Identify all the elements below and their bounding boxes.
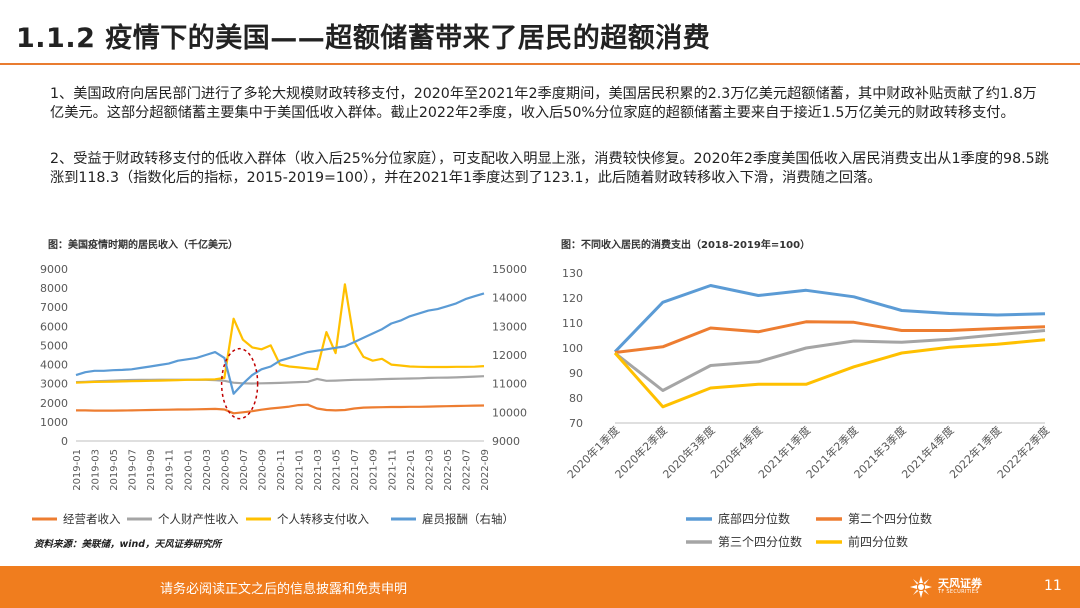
y-tick-label: 5000	[40, 339, 68, 352]
y2-tick-label: 11000	[492, 378, 527, 391]
x-tick-label: 2020-03	[202, 449, 213, 491]
legend-label: 雇员报酬（右轴）	[422, 512, 514, 526]
x-tick-label: 2022-01	[406, 449, 417, 491]
chart2-title: 图：不同收入居民的消费支出（2018-2019年=100）	[561, 240, 811, 251]
page-number: 11	[1044, 578, 1062, 594]
legend-label: 底部四分位数	[718, 511, 790, 526]
x-tick-label: 2020-09	[257, 449, 268, 491]
source-note: 资料来源：美联储，wind，天风证券研究所	[34, 539, 222, 550]
y-tick-label: 3000	[40, 378, 68, 391]
y-tick-label: 1000	[40, 416, 68, 429]
y-tick-label: 90	[569, 367, 583, 380]
series-line	[614, 329, 1046, 392]
title-divider	[0, 63, 1080, 65]
y2-tick-label: 13000	[492, 320, 527, 333]
y-tick-label: 130	[562, 267, 583, 280]
x-tick-label: 2020-05	[220, 449, 231, 491]
x-tick-label: 2019-03	[91, 449, 102, 491]
x-tick-label: 2021-01	[295, 449, 306, 491]
series-line	[613, 284, 1046, 353]
series-line	[75, 375, 485, 385]
series-line	[614, 320, 1046, 354]
y-tick-label: 100	[562, 342, 583, 355]
series-line	[75, 292, 485, 395]
y2-tick-label: 12000	[492, 349, 527, 362]
legend-label: 前四分位数	[848, 534, 908, 549]
y-tick-label: 6000	[40, 320, 68, 333]
x-tick-label: 2021-03	[313, 449, 324, 491]
x-tick-label: 2021-07	[350, 449, 361, 491]
legend-label: 经营者收入	[63, 512, 121, 526]
y-tick-label: 7000	[40, 301, 68, 314]
logo-text: 天风证券	[938, 577, 982, 590]
paragraph-2: 2、受益于财政转移支付的低收入群体（收入后25%分位家庭），可支配收入明显上涨，…	[50, 151, 1049, 186]
series-line	[75, 283, 485, 384]
x-tick-label: 2019-01	[72, 449, 83, 491]
legend-label: 个人财产性收入	[158, 512, 239, 526]
y2-tick-label: 15000	[492, 263, 527, 276]
y-tick-label: 70	[569, 417, 583, 430]
highlight-ellipse	[220, 347, 259, 420]
footer-bar: 请务必阅读正文之后的信息披露和免责申明 天风证券 TF SECURITIES 1…	[0, 566, 1080, 608]
x-tick-label: 2021-09	[369, 449, 380, 491]
income-chart: 0 1000 2000 3000 4000 5000 6000 7000 8000 9000 900…	[32, 263, 527, 526]
y2-tick-label: 14000	[492, 292, 527, 305]
legend-label: 第二个四分位数	[848, 511, 932, 526]
x-tick-label: 2019-07	[128, 449, 139, 491]
legend-label: 第三个四分位数	[718, 534, 802, 549]
y-tick-label: 9000	[40, 263, 68, 276]
y2-tick-label: 10000	[492, 406, 527, 419]
chart1-title: 图：美国疫情时期的居民收入（千亿美元）	[48, 240, 238, 251]
x-tick-label: 2020-11	[276, 449, 287, 491]
y-tick-label: 8000	[40, 282, 68, 295]
x-tick-label: 2020-01	[183, 449, 194, 491]
x-tick-label: 2022-03	[424, 449, 435, 491]
x-tick-label: 2022-07	[461, 449, 472, 491]
consumption-chart: 7080901001101201302020年1季度2020年2季度2020年3…	[562, 267, 1052, 549]
logo-emblem-icon	[910, 576, 932, 598]
x-tick-label: 2022-05	[443, 449, 454, 491]
x-tick-label: 2019-05	[109, 449, 120, 491]
y-tick-label: 2000	[40, 397, 68, 410]
x-tick-label: 2022-09	[480, 449, 491, 491]
legend-label: 个人转移支付收入	[277, 512, 369, 526]
y-tick-label: 4000	[40, 359, 68, 372]
series-line	[76, 403, 485, 415]
x-tick-label: 2019-09	[146, 449, 157, 491]
y-tick-label: 0	[61, 435, 68, 448]
y-tick-label: 80	[569, 392, 583, 405]
x-tick-label: 2020-07	[239, 449, 250, 491]
disclaimer-link[interactable]: 请务必阅读正文之后的信息披露和免责申明	[160, 582, 408, 597]
paragraph-1: 1、美国政府向居民部门进行了多轮大规模财政转移支付，2020年至2021年2季度…	[50, 86, 1037, 121]
y-tick-label: 120	[562, 292, 583, 305]
series-line	[613, 338, 1046, 409]
y-tick-label: 110	[562, 317, 583, 330]
x-tick-label: 2021-05	[332, 449, 343, 491]
logo-subtext: TF SECURITIES	[938, 589, 979, 595]
x-tick-label: 2019-11	[165, 449, 176, 491]
page-title: 1.1.2 疫情下的美国——超额储蓄带来了居民的超额消费	[16, 23, 711, 54]
x-tick-label: 2021-11	[387, 449, 398, 491]
y2-tick-label: 9000	[492, 435, 520, 448]
company-logo: 天风证券 TF SECURITIES	[908, 572, 1018, 602]
